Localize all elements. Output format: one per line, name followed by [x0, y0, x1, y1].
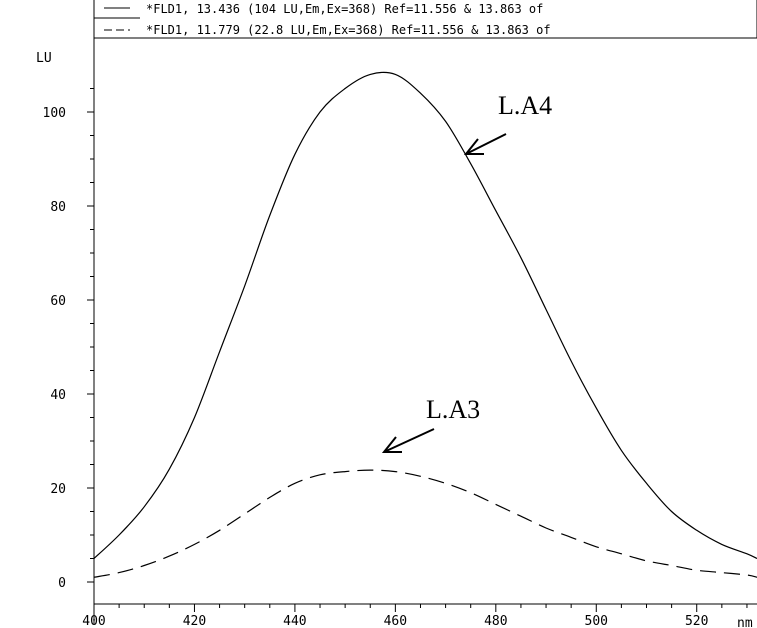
annotation-la3: L.A3	[381, 395, 480, 453]
x-tick-label: 480	[484, 614, 507, 628]
y-tick-label: 100	[43, 106, 66, 121]
x-tick-label: 420	[183, 614, 206, 628]
annotation-arrow-la3	[383, 428, 435, 453]
y-tick-label: 60	[50, 294, 66, 309]
legend: *FLD1, 13.436 (104 LU,Em,Ex=368) Ref=11.…	[93, 0, 757, 39]
series-line-1	[93, 71, 757, 560]
y-tick-label: 80	[50, 200, 66, 215]
series-layer	[93, 71, 757, 578]
annotation-arrow-la4	[465, 133, 507, 155]
x-tick-label: 440	[283, 614, 306, 628]
y-unit-label: LU	[36, 51, 52, 66]
x-unit-label: nm	[737, 616, 753, 628]
annotation-la4: L.A4	[463, 91, 552, 155]
axis-ticks: 0 20 40 60 80 100 400 420 440 460 480 500 520	[43, 88, 748, 628]
x-tick-label: 400	[82, 614, 105, 628]
annotation-arrowhead-la4	[463, 138, 484, 155]
y-tick-label: 20	[50, 482, 66, 497]
x-tick-label: 520	[685, 614, 708, 628]
annotation-label-la3: L.A3	[426, 395, 480, 424]
series-line-2	[93, 469, 757, 578]
y-tick-label: 0	[58, 576, 66, 591]
x-tick-label: 500	[585, 614, 608, 628]
annotation-label-la4: L.A4	[498, 91, 552, 120]
x-tick-label: 460	[384, 614, 407, 628]
legend-entry-2: *FLD1, 11.779 (22.8 LU,Em,Ex=368) Ref=11…	[146, 23, 551, 37]
annotation-arrowhead-la3	[381, 436, 402, 453]
y-tick-label: 40	[50, 388, 66, 403]
legend-entry-1: *FLD1, 13.436 (104 LU,Em,Ex=368) Ref=11.…	[146, 2, 543, 16]
